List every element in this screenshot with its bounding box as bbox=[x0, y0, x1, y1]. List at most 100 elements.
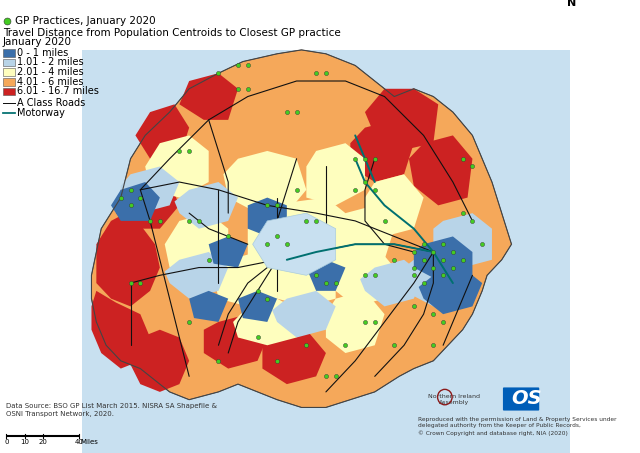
Polygon shape bbox=[136, 104, 189, 159]
Text: Motorway: Motorway bbox=[17, 108, 65, 118]
Point bbox=[428, 311, 438, 318]
Polygon shape bbox=[307, 143, 365, 205]
Point bbox=[370, 186, 380, 193]
Text: OS: OS bbox=[511, 390, 541, 409]
Point bbox=[370, 155, 380, 162]
Point bbox=[282, 241, 292, 248]
Point bbox=[438, 241, 448, 248]
Polygon shape bbox=[335, 244, 394, 306]
FancyBboxPatch shape bbox=[3, 87, 15, 95]
Polygon shape bbox=[223, 151, 307, 213]
Text: A Class Roads: A Class Roads bbox=[17, 98, 86, 108]
Polygon shape bbox=[277, 252, 335, 306]
Point bbox=[243, 62, 253, 69]
Text: Miles: Miles bbox=[81, 439, 99, 445]
Polygon shape bbox=[116, 174, 179, 229]
Text: 2.01 - 4 miles: 2.01 - 4 miles bbox=[17, 67, 84, 77]
Polygon shape bbox=[204, 314, 268, 369]
Point bbox=[409, 248, 419, 255]
Point bbox=[458, 209, 468, 217]
Point bbox=[116, 194, 126, 201]
Text: 1.01 - 2 miles: 1.01 - 2 miles bbox=[17, 58, 84, 67]
Point bbox=[438, 318, 448, 326]
Point bbox=[272, 202, 282, 209]
Point bbox=[194, 217, 204, 225]
Point bbox=[340, 342, 351, 349]
Point bbox=[291, 108, 301, 116]
Polygon shape bbox=[365, 174, 424, 236]
Point bbox=[223, 233, 234, 240]
Point bbox=[272, 233, 282, 240]
Point bbox=[458, 155, 468, 162]
Polygon shape bbox=[277, 236, 316, 268]
Polygon shape bbox=[409, 135, 472, 205]
Polygon shape bbox=[92, 50, 511, 407]
FancyBboxPatch shape bbox=[82, 50, 570, 439]
Point bbox=[428, 248, 438, 255]
Point bbox=[428, 342, 438, 349]
Polygon shape bbox=[307, 260, 346, 291]
Point bbox=[467, 217, 477, 225]
Polygon shape bbox=[175, 182, 238, 229]
Point bbox=[243, 85, 253, 92]
Point bbox=[311, 70, 321, 77]
Point bbox=[477, 241, 487, 248]
Point bbox=[311, 217, 321, 225]
Point bbox=[458, 256, 468, 263]
Polygon shape bbox=[253, 213, 335, 275]
Text: Travel Distance from Population Centroids to Closest GP practice: Travel Distance from Population Centroid… bbox=[3, 28, 340, 38]
Polygon shape bbox=[404, 252, 463, 306]
Polygon shape bbox=[111, 182, 160, 221]
Polygon shape bbox=[92, 291, 150, 369]
Point bbox=[350, 155, 360, 162]
Point bbox=[184, 217, 195, 225]
FancyBboxPatch shape bbox=[3, 49, 15, 57]
Point bbox=[467, 163, 477, 170]
Point bbox=[321, 373, 331, 380]
Point bbox=[448, 264, 458, 271]
Polygon shape bbox=[272, 291, 335, 337]
Point bbox=[321, 70, 331, 77]
Text: 4.01 - 6 miles: 4.01 - 6 miles bbox=[17, 77, 84, 87]
Polygon shape bbox=[189, 291, 228, 322]
Polygon shape bbox=[121, 167, 179, 213]
Point bbox=[213, 357, 223, 364]
Point bbox=[2, 17, 12, 24]
Point bbox=[204, 256, 214, 263]
Point bbox=[145, 217, 155, 225]
Point bbox=[262, 202, 273, 209]
Point bbox=[135, 280, 145, 287]
Point bbox=[155, 217, 165, 225]
Polygon shape bbox=[179, 73, 238, 120]
Point bbox=[419, 241, 429, 248]
Point bbox=[389, 342, 399, 349]
Polygon shape bbox=[209, 236, 248, 268]
Point bbox=[252, 334, 262, 341]
Point bbox=[301, 217, 312, 225]
FancyBboxPatch shape bbox=[3, 68, 15, 76]
Polygon shape bbox=[365, 89, 438, 151]
Point bbox=[262, 241, 273, 248]
Point bbox=[370, 318, 380, 326]
Point bbox=[409, 272, 419, 279]
Polygon shape bbox=[145, 135, 209, 198]
Point bbox=[233, 62, 243, 69]
Point bbox=[174, 147, 184, 154]
FancyBboxPatch shape bbox=[3, 78, 15, 86]
Polygon shape bbox=[326, 291, 385, 353]
Polygon shape bbox=[97, 213, 160, 306]
Point bbox=[262, 295, 273, 302]
Point bbox=[301, 342, 312, 349]
Polygon shape bbox=[214, 252, 277, 306]
Point bbox=[311, 272, 321, 279]
Text: Northern Ireland
Assembly: Northern Ireland Assembly bbox=[428, 394, 480, 405]
Point bbox=[125, 280, 136, 287]
FancyBboxPatch shape bbox=[503, 387, 540, 410]
Point bbox=[135, 194, 145, 201]
Bar bbox=[82, 50, 570, 453]
Polygon shape bbox=[248, 198, 287, 236]
Text: 0: 0 bbox=[4, 439, 8, 445]
Text: 20: 20 bbox=[38, 439, 47, 445]
Point bbox=[272, 357, 282, 364]
Point bbox=[409, 303, 419, 310]
